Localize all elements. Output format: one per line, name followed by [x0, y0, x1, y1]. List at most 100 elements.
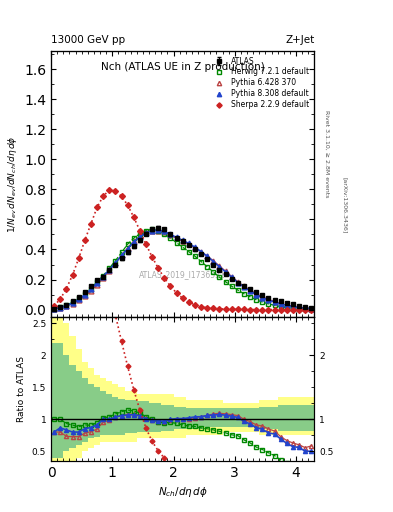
Pythia 6.428 370 — [156, 228, 161, 234]
Herwig 7.2.1 default — [199, 259, 204, 265]
Sherpa 2.2.9 default — [58, 296, 62, 302]
Text: 13000 GeV pp: 13000 GeV pp — [51, 35, 125, 45]
Pythia 6.428 370 — [242, 283, 246, 289]
Herwig 7.2.1 default — [223, 279, 228, 285]
Pythia 6.428 370 — [266, 296, 271, 303]
Pythia 6.428 370 — [230, 273, 234, 280]
Sherpa 2.2.9 default — [95, 204, 99, 210]
Y-axis label: Ratio to ATLAS: Ratio to ATLAS — [17, 356, 26, 422]
Herwig 7.2.1 default — [297, 306, 301, 312]
Pythia 8.308 default — [193, 244, 197, 250]
Sherpa 2.2.9 default — [211, 305, 216, 311]
Herwig 7.2.1 default — [156, 228, 161, 234]
Pythia 6.428 370 — [107, 267, 112, 273]
X-axis label: $N_{ch}/d\eta\,d\phi$: $N_{ch}/d\eta\,d\phi$ — [158, 485, 208, 499]
Pythia 8.308 default — [235, 280, 240, 286]
Herwig 7.2.1 default — [174, 240, 179, 246]
Sherpa 2.2.9 default — [199, 304, 204, 310]
Pythia 8.308 default — [211, 259, 216, 265]
Pythia 6.428 370 — [101, 275, 105, 281]
Line: Pythia 8.308 default: Pythia 8.308 default — [52, 227, 314, 311]
Text: ATLAS_2019_I1736531: ATLAS_2019_I1736531 — [140, 270, 226, 279]
Sherpa 2.2.9 default — [272, 307, 277, 313]
Pythia 6.428 370 — [70, 301, 75, 307]
Pythia 6.428 370 — [187, 241, 191, 247]
Herwig 7.2.1 default — [83, 291, 87, 297]
Pythia 8.308 default — [150, 228, 154, 234]
Sherpa 2.2.9 default — [88, 221, 93, 227]
Herwig 7.2.1 default — [144, 228, 149, 234]
Herwig 7.2.1 default — [205, 264, 209, 270]
Sherpa 2.2.9 default — [70, 272, 75, 278]
Herwig 7.2.1 default — [285, 305, 289, 311]
Pythia 8.308 default — [266, 297, 271, 303]
Herwig 7.2.1 default — [248, 294, 252, 300]
Pythia 6.428 370 — [52, 306, 57, 312]
Sherpa 2.2.9 default — [52, 303, 57, 309]
Pythia 8.308 default — [162, 228, 167, 234]
Text: Z+Jet: Z+Jet — [285, 35, 314, 45]
Sherpa 2.2.9 default — [254, 307, 259, 313]
Pythia 6.428 370 — [125, 245, 130, 251]
Sherpa 2.2.9 default — [297, 307, 301, 313]
Pythia 8.308 default — [58, 305, 62, 311]
Pythia 6.428 370 — [64, 303, 69, 309]
Sherpa 2.2.9 default — [64, 286, 69, 292]
Pythia 6.428 370 — [113, 260, 118, 266]
Pythia 8.308 default — [168, 231, 173, 238]
Sherpa 2.2.9 default — [76, 255, 81, 262]
Herwig 7.2.1 default — [131, 235, 136, 241]
Pythia 8.308 default — [113, 260, 118, 266]
Pythia 8.308 default — [131, 239, 136, 245]
Sherpa 2.2.9 default — [144, 241, 149, 247]
Pythia 6.428 370 — [168, 232, 173, 238]
Pythia 8.308 default — [64, 303, 69, 309]
Pythia 6.428 370 — [180, 238, 185, 244]
Pythia 8.308 default — [199, 249, 204, 255]
Pythia 6.428 370 — [235, 279, 240, 285]
Herwig 7.2.1 default — [113, 258, 118, 264]
Legend: ATLAS, Herwig 7.2.1 default, Pythia 6.428 370, Pythia 8.308 default, Sherpa 2.2.: ATLAS, Herwig 7.2.1 default, Pythia 6.42… — [209, 55, 310, 111]
Herwig 7.2.1 default — [70, 299, 75, 305]
Sherpa 2.2.9 default — [205, 305, 209, 311]
Pythia 6.428 370 — [260, 294, 265, 300]
Sherpa 2.2.9 default — [168, 283, 173, 289]
Herwig 7.2.1 default — [260, 299, 265, 305]
Sherpa 2.2.9 default — [230, 306, 234, 312]
Sherpa 2.2.9 default — [138, 228, 142, 234]
Sherpa 2.2.9 default — [266, 307, 271, 313]
Sherpa 2.2.9 default — [290, 307, 295, 313]
Pythia 8.308 default — [242, 284, 246, 290]
Pythia 6.428 370 — [309, 306, 314, 312]
Herwig 7.2.1 default — [125, 241, 130, 247]
Y-axis label: $1/N_{ev}\,dN_{ev}/dN_{ch}/d\eta\,d\phi$: $1/N_{ev}\,dN_{ev}/dN_{ch}/d\eta\,d\phi$ — [6, 135, 18, 233]
Pythia 8.308 default — [138, 233, 142, 240]
Pythia 6.428 370 — [248, 287, 252, 293]
Herwig 7.2.1 default — [52, 306, 57, 312]
Pythia 6.428 370 — [174, 235, 179, 241]
Sherpa 2.2.9 default — [180, 295, 185, 302]
Sherpa 2.2.9 default — [125, 202, 130, 208]
Herwig 7.2.1 default — [193, 253, 197, 259]
Herwig 7.2.1 default — [235, 287, 240, 293]
Pythia 6.428 370 — [297, 304, 301, 310]
Sherpa 2.2.9 default — [150, 254, 154, 260]
Pythia 6.428 370 — [150, 228, 154, 234]
Pythia 6.428 370 — [76, 297, 81, 303]
Pythia 8.308 default — [285, 302, 289, 308]
Pythia 6.428 370 — [138, 233, 142, 239]
Herwig 7.2.1 default — [162, 230, 167, 237]
Pythia 6.428 370 — [193, 245, 197, 251]
Pythia 6.428 370 — [223, 268, 228, 274]
Herwig 7.2.1 default — [303, 306, 308, 312]
Pythia 6.428 370 — [254, 291, 259, 297]
Herwig 7.2.1 default — [88, 286, 93, 292]
Herwig 7.2.1 default — [266, 301, 271, 307]
Herwig 7.2.1 default — [119, 249, 124, 255]
Pythia 6.428 370 — [119, 252, 124, 259]
Sherpa 2.2.9 default — [278, 307, 283, 313]
Herwig 7.2.1 default — [180, 244, 185, 250]
Pythia 8.308 default — [205, 253, 209, 259]
Sherpa 2.2.9 default — [235, 306, 240, 312]
Sherpa 2.2.9 default — [101, 193, 105, 199]
